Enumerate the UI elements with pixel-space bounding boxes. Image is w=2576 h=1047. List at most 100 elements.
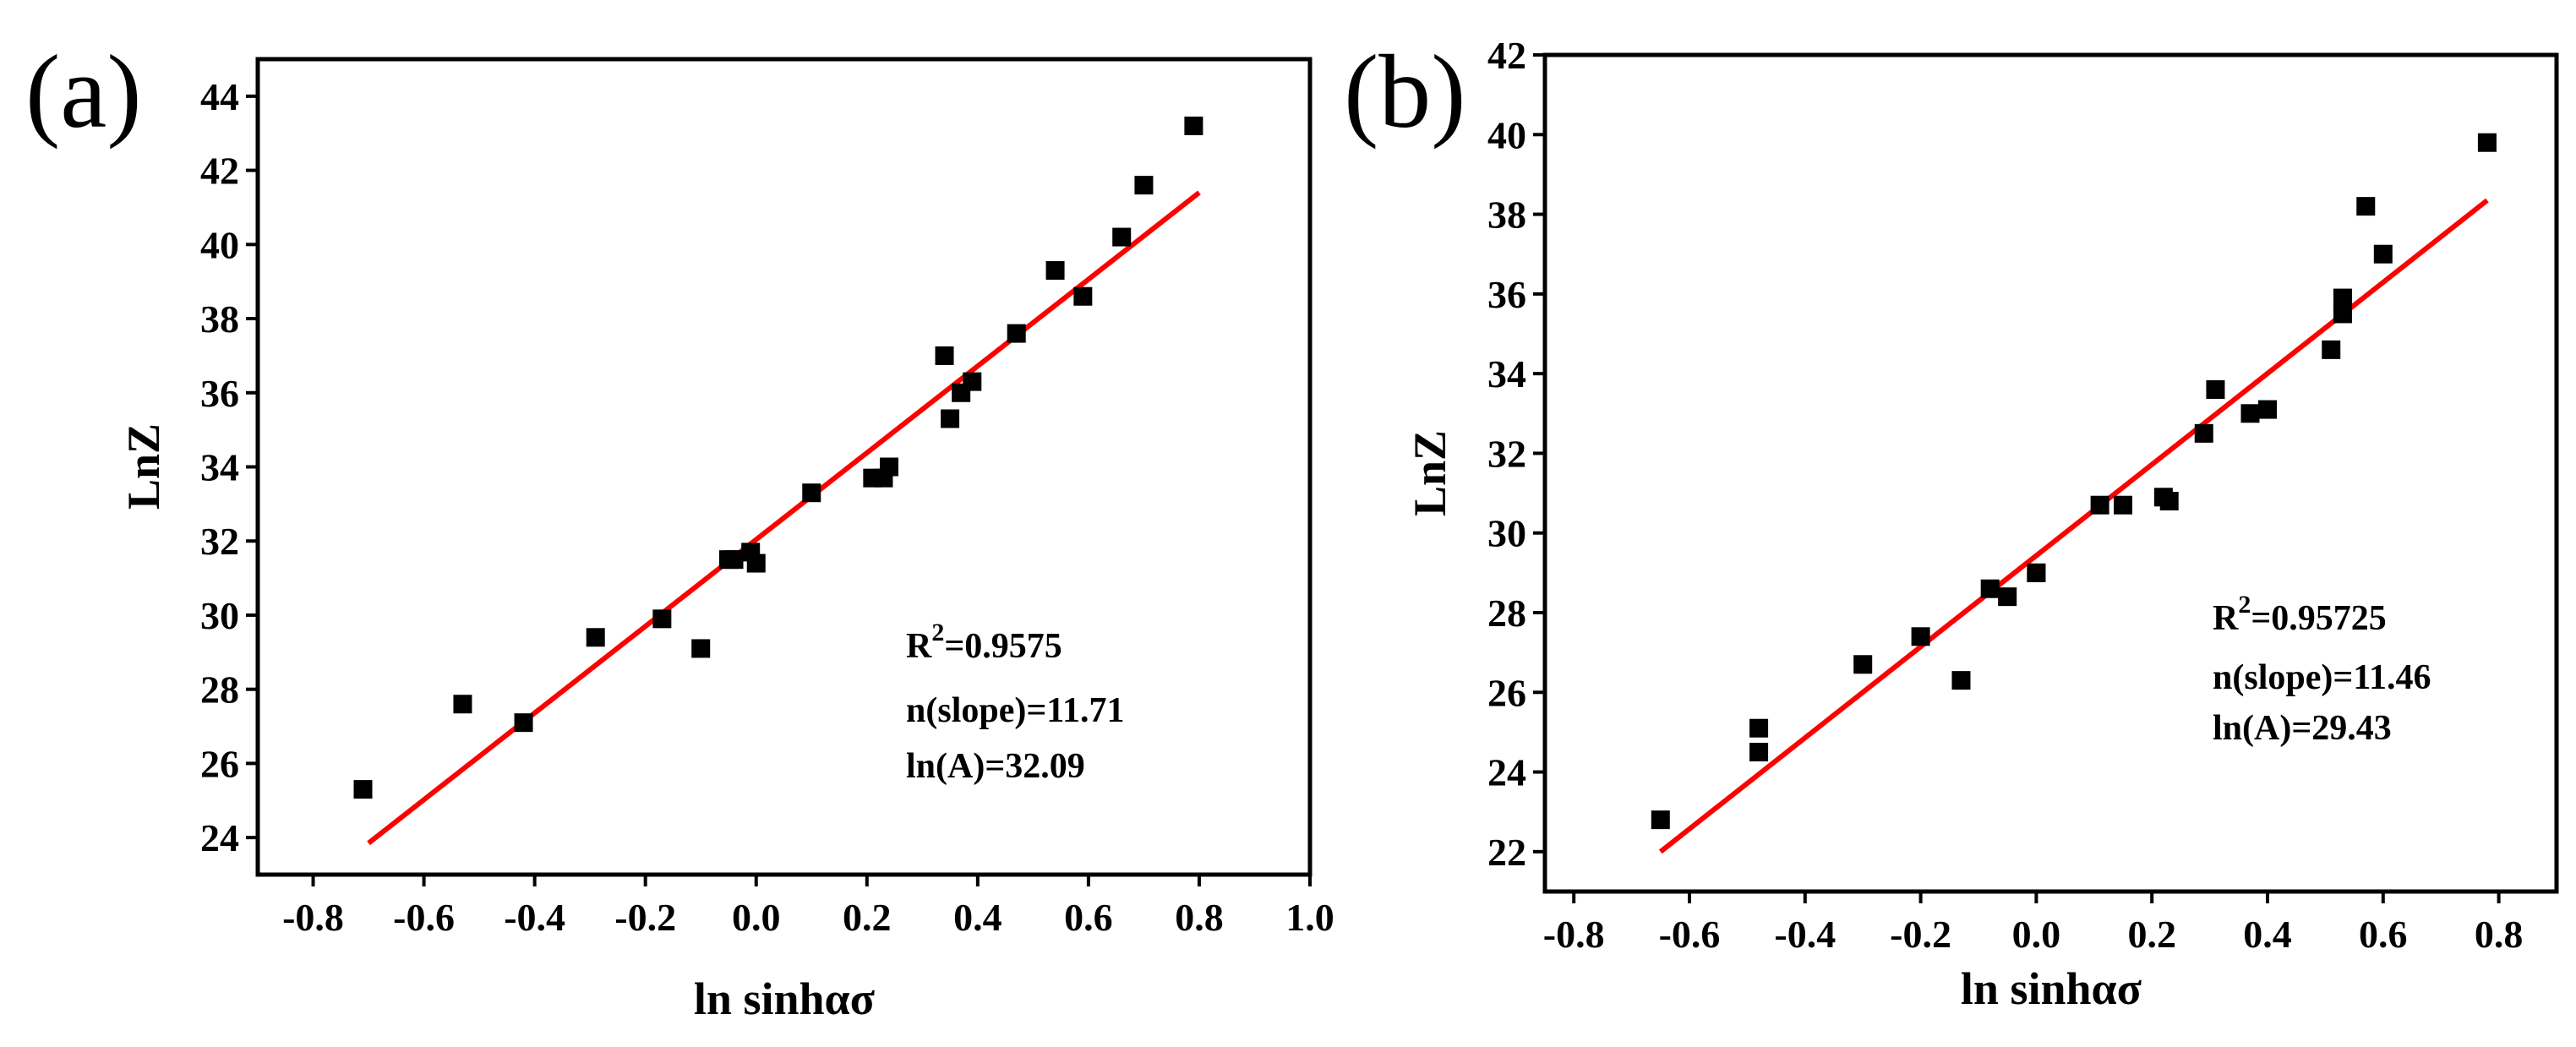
y-tick-label-a: 32: [200, 520, 239, 563]
chart-panel-a: (a) -0.8 -0.6 -0.4 -0.2 0.0 0.2 0.4 0.6 0.8 1.0 2…: [25, 34, 1334, 1024]
data-point-b: [2322, 340, 2341, 359]
r-squared-symbol-b: R: [2213, 599, 2239, 638]
data-point-b: [1749, 718, 1769, 738]
x-tick-label-a: 0.2: [843, 896, 892, 939]
data-point-a: [1045, 261, 1065, 281]
x-tick-label-b: 0.2: [2127, 913, 2176, 956]
data-point-a: [1134, 176, 1154, 195]
data-point-b: [1749, 743, 1769, 761]
x-tick-label-a: -0.6: [393, 896, 455, 939]
intercept-label-a: ln(A)=32.09: [906, 747, 1085, 786]
intercept-label-b: ln(A)=29.43: [2213, 709, 2392, 748]
data-point-b: [1951, 671, 1971, 690]
data-point-a: [724, 550, 744, 570]
x-tick-label-a: -0.2: [614, 896, 676, 939]
y-tick-label-b: 24: [1487, 751, 1526, 794]
panel-label-a: (a): [25, 34, 142, 150]
r-squared-exponent-b: 2: [2238, 591, 2251, 619]
y-axis-ticks-a: 24 26 28 30 32 34 36 38 40 42 44: [200, 75, 258, 859]
data-points-a: [353, 116, 1203, 799]
y-tick-label-a: 34: [200, 446, 239, 489]
x-tick-label-b: 0.6: [2359, 913, 2408, 956]
data-point-b: [2258, 400, 2277, 419]
data-point-a: [1184, 116, 1203, 135]
data-point-b: [2206, 380, 2225, 399]
data-point-b: [1998, 587, 2017, 607]
r-squared-label-a: R2=0.9575: [906, 619, 1062, 666]
y-tick-label-a: 26: [200, 742, 239, 785]
r-squared-label-b: R2=0.95725: [2213, 591, 2387, 638]
data-point-a: [802, 483, 821, 503]
x-axis-title-a: ln sinhασ: [694, 973, 876, 1024]
data-point-a: [1112, 227, 1132, 247]
y-tick-label-a: 42: [200, 150, 239, 193]
r-squared-value-a: =0.9575: [944, 627, 1062, 666]
x-tick-label-a: -0.8: [282, 896, 344, 939]
data-point-a: [586, 628, 605, 647]
x-tick-label-b: -0.8: [1543, 913, 1605, 956]
y-tick-label-b: 38: [1487, 194, 1526, 237]
slope-label-b: n(slope)=11.46: [2213, 658, 2431, 697]
y-tick-label-b: 32: [1487, 432, 1526, 475]
data-point-b: [2333, 304, 2352, 324]
data-point-b: [2194, 423, 2213, 443]
y-tick-label-a: 38: [200, 297, 239, 341]
y-tick-label-b: 28: [1487, 592, 1526, 635]
r-squared-symbol-a: R: [906, 627, 932, 666]
x-tick-label-b: 0.0: [2012, 913, 2061, 956]
plot-frame-b: [1542, 52, 2559, 894]
data-point-a: [453, 695, 472, 714]
x-tick-label-a: -0.4: [504, 896, 565, 939]
data-point-b: [2114, 495, 2132, 515]
data-point-b: [2027, 563, 2046, 582]
y-tick-label-a: 44: [200, 75, 239, 118]
y-tick-label-b: 34: [1487, 352, 1526, 395]
y-axis-title-b: LnZ: [1405, 430, 1455, 516]
data-point-a: [691, 639, 711, 658]
data-point-b: [1980, 579, 2000, 598]
data-point-b: [2090, 495, 2109, 515]
y-tick-label-a: 24: [200, 816, 239, 859]
x-tick-label-b: 0.4: [2243, 913, 2292, 956]
x-tick-label-b: -0.6: [1659, 913, 1721, 956]
data-point-a: [1073, 286, 1093, 306]
data-point-a: [652, 609, 672, 629]
x-tick-label-a: 0.8: [1175, 896, 1224, 939]
data-point-a: [941, 409, 960, 428]
data-points-b: [1651, 133, 2497, 830]
data-point-b: [1651, 810, 1670, 830]
data-point-a: [880, 457, 898, 477]
x-tick-label-b: -0.2: [1890, 913, 1951, 956]
x-tick-label-a: 0.0: [732, 896, 781, 939]
data-point-b: [2477, 133, 2497, 152]
y-tick-label-b: 22: [1487, 831, 1526, 874]
data-point-a: [353, 780, 373, 799]
y-tick-label-b: 42: [1487, 34, 1526, 77]
fit-line-a: [367, 190, 1201, 846]
r-squared-value-b: =0.95725: [2251, 599, 2386, 638]
data-point-b: [2240, 404, 2260, 423]
data-point-b: [1911, 627, 1930, 646]
slope-label-a: n(slope)=11.71: [906, 691, 1124, 730]
y-tick-label-a: 28: [200, 668, 239, 712]
y-tick-label-b: 30: [1487, 512, 1526, 555]
data-point-a: [746, 553, 766, 573]
y-tick-label-b: 36: [1487, 273, 1526, 316]
y-tick-label-b: 26: [1487, 671, 1526, 714]
y-axis-ticks-b: 22 24 26 28 30 32 34 36 38 40 42: [1487, 34, 1545, 874]
y-tick-label-b: 40: [1487, 113, 1526, 156]
x-axis-ticks-b: -0.8 -0.6 -0.4 -0.2 0.0 0.2 0.4 0.6 0.8: [1543, 892, 2523, 956]
data-point-a: [963, 372, 982, 391]
panel-label-b: (b): [1344, 34, 1466, 150]
y-tick-label-a: 40: [200, 223, 239, 266]
x-tick-label-a: 0.4: [953, 896, 1002, 939]
y-axis-title-a: LnZ: [118, 423, 169, 510]
data-point-b: [2373, 244, 2393, 264]
r-squared-exponent-a: 2: [931, 619, 944, 646]
x-tick-label-a: 1.0: [1285, 896, 1334, 939]
x-tick-label-a: 0.6: [1064, 896, 1113, 939]
y-tick-label-a: 30: [200, 594, 239, 637]
data-point-b: [2356, 197, 2376, 216]
chart-panel-b: (b) -0.8 -0.6 -0.4 -0.2 0.0 0.2 0.4 0.6 0.8 2224…: [1344, 34, 2559, 1014]
